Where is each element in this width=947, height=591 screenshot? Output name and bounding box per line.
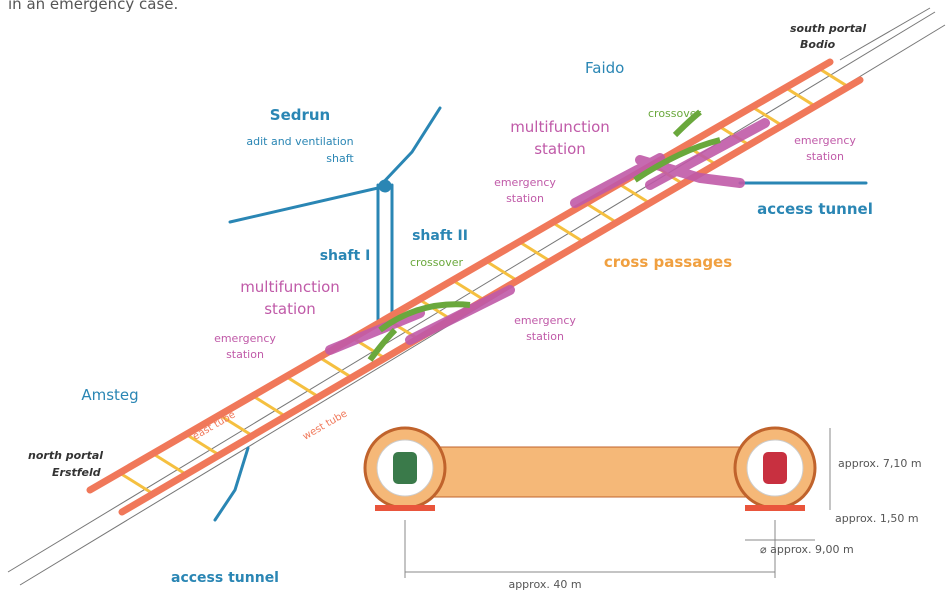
label: station xyxy=(506,192,544,205)
label: multifunction xyxy=(240,278,340,296)
label: station xyxy=(806,150,844,163)
cross-passage xyxy=(485,259,519,283)
shafts xyxy=(213,106,868,522)
cross-passage xyxy=(518,240,552,264)
cross-passage xyxy=(118,471,153,495)
caption: in an emergency case. xyxy=(8,0,178,13)
label: station xyxy=(534,140,586,158)
cross-passage xyxy=(551,221,586,244)
dimension: approx. 7,10 m xyxy=(838,457,922,470)
label: shaft I xyxy=(320,248,371,264)
cross-passage xyxy=(585,201,619,225)
label: cross passages xyxy=(604,253,732,271)
cross-passage xyxy=(451,279,486,302)
cross-passage xyxy=(252,394,286,418)
label: crossover xyxy=(410,256,464,269)
label: west tube xyxy=(301,408,349,442)
label: crossover xyxy=(648,107,702,120)
label: access tunnel xyxy=(171,570,279,586)
label: Faido xyxy=(585,59,624,77)
label: station xyxy=(526,330,564,343)
cross-section xyxy=(363,426,831,578)
label: multifunction xyxy=(510,118,610,136)
cross-passage xyxy=(152,452,186,475)
label: station xyxy=(264,300,316,318)
label: adit and ventilation xyxy=(246,135,353,148)
cross-passage xyxy=(218,413,253,437)
label: access tunnel xyxy=(757,200,873,218)
label: Bodio xyxy=(800,38,836,51)
label: shaft xyxy=(326,152,354,165)
dimension: approx. 40 m xyxy=(508,578,581,591)
label: south portal xyxy=(790,22,866,35)
cross-passage xyxy=(285,375,319,398)
cross-passage xyxy=(318,356,353,379)
label: emergency xyxy=(214,332,276,345)
label: emergency xyxy=(494,176,556,189)
dimension: approx. 1,50 m xyxy=(835,512,919,525)
label: emergency xyxy=(514,314,576,327)
dimension: ⌀ approx. 9,00 m xyxy=(760,543,854,556)
cross-passage xyxy=(418,298,453,321)
label: shaft II xyxy=(412,228,468,244)
label: station xyxy=(226,348,264,361)
label: north portal xyxy=(28,449,103,462)
label: emergency xyxy=(794,134,856,147)
label: Sedrun xyxy=(270,106,330,124)
label: Erstfeld xyxy=(52,466,101,479)
cross-passage xyxy=(618,182,652,206)
label: Amsteg xyxy=(81,386,138,404)
cross-passages xyxy=(118,67,852,495)
crossovers xyxy=(367,109,721,362)
cross-passage xyxy=(185,433,219,456)
